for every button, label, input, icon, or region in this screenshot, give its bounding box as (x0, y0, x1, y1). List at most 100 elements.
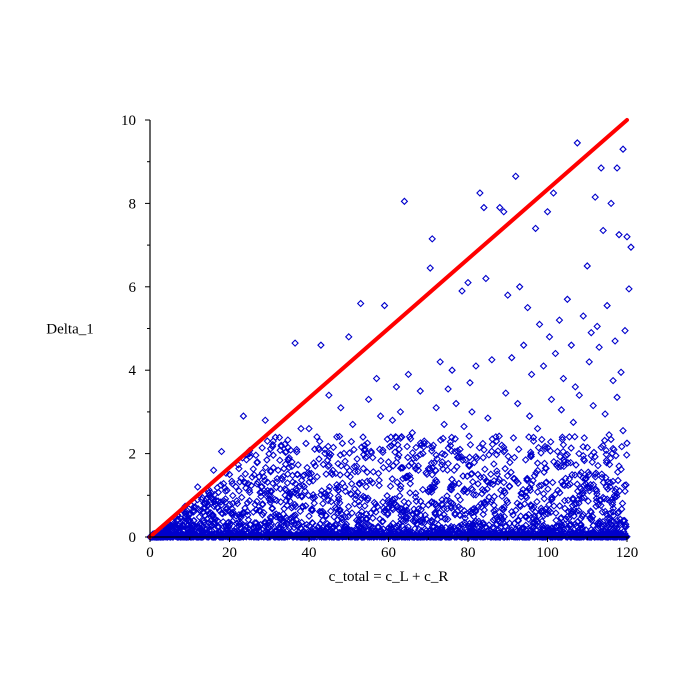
cloud-point (580, 434, 589, 442)
cloud-point (507, 468, 515, 477)
cloud-point (311, 462, 320, 470)
cloud-point (609, 504, 618, 513)
data-point (482, 274, 490, 283)
cloud-point (572, 461, 580, 469)
cloud-point (469, 490, 478, 499)
cloud-point (523, 475, 531, 483)
cloud-point (395, 445, 403, 453)
cloud-point (403, 453, 412, 462)
cloud-point (488, 440, 497, 449)
data-point (301, 487, 309, 495)
cloud-point (327, 530, 336, 539)
cloud-point (621, 533, 629, 541)
cloud-point (622, 451, 631, 459)
cloud-point (584, 497, 592, 505)
cloud-point (198, 532, 207, 541)
cloud-point (446, 485, 455, 493)
cloud-point (218, 509, 227, 518)
data-point (587, 451, 596, 460)
cloud-point (271, 495, 279, 504)
data-point (509, 474, 518, 483)
cloud-point (387, 525, 396, 533)
cloud-point (572, 500, 581, 508)
data-point (501, 389, 510, 397)
cloud-point (221, 498, 230, 506)
data-point (352, 462, 361, 470)
cloud-point (451, 503, 459, 512)
cloud-point (393, 441, 402, 449)
cloud-point (294, 491, 302, 500)
data-point (587, 328, 596, 337)
cloud-point (579, 442, 587, 451)
cloud-point (387, 433, 395, 441)
cloud-point (579, 455, 588, 464)
cloud-point (428, 484, 437, 493)
cloud-point (370, 498, 379, 507)
cloud-point (359, 450, 368, 459)
data-point (317, 341, 325, 349)
cloud-point (310, 445, 319, 453)
cloud-point (176, 514, 185, 523)
cloud-point (243, 499, 252, 507)
cloud-point (362, 482, 370, 491)
cloud-point (400, 532, 408, 540)
cloud-point (456, 504, 465, 513)
cloud-point (459, 487, 468, 496)
data-point (432, 403, 440, 412)
cloud-point (346, 472, 354, 481)
y-tick-label: 0 (129, 530, 137, 546)
data-point (563, 295, 572, 304)
cloud-point (305, 512, 313, 520)
data-point (523, 303, 532, 312)
cloud-point (439, 434, 447, 443)
cloud-point (568, 470, 576, 479)
cloud-point (557, 513, 566, 522)
cloud-point (265, 450, 273, 458)
cloud-point (613, 468, 622, 476)
cloud-point (276, 446, 284, 455)
cloud-point (414, 466, 423, 475)
data-point (293, 470, 301, 479)
cloud-point (204, 501, 212, 509)
cloud-point (516, 512, 525, 520)
cloud-point (591, 452, 599, 461)
cloud-point (438, 500, 446, 508)
data-point (625, 285, 633, 293)
cloud-point (335, 495, 343, 504)
data-point (519, 341, 528, 349)
cloud-point (502, 496, 511, 505)
cloud-point (537, 449, 545, 457)
cloud-point (480, 506, 489, 514)
cloud-point (245, 497, 254, 505)
cloud-point (548, 478, 557, 487)
cloud-point (337, 509, 345, 518)
cloud-point (579, 474, 587, 482)
data-point (460, 422, 468, 431)
data-point (547, 395, 556, 404)
cloud-point (613, 516, 622, 525)
cloud-point (268, 505, 277, 513)
data-point (557, 406, 566, 414)
cloud-point (461, 456, 470, 464)
data-point (360, 441, 369, 450)
y-tick-label: 4 (129, 363, 137, 379)
data-point (609, 376, 617, 385)
cloud-point (426, 487, 434, 495)
cloud-point (184, 510, 193, 518)
data-point (221, 487, 230, 495)
cloud-point (465, 461, 473, 469)
cloud-point (399, 464, 407, 472)
cloud-point (602, 450, 611, 459)
cloud-point (314, 444, 323, 452)
data-point (333, 433, 341, 441)
cloud-point (557, 522, 566, 531)
cloud-point (403, 506, 411, 514)
cloud-point (512, 477, 521, 485)
cloud-point (618, 531, 627, 540)
cloud-point (268, 440, 277, 449)
cloud-point (347, 437, 356, 446)
data-point (356, 299, 365, 308)
cloud-point (544, 485, 552, 493)
data-point (205, 491, 214, 500)
cloud-point (325, 452, 334, 461)
